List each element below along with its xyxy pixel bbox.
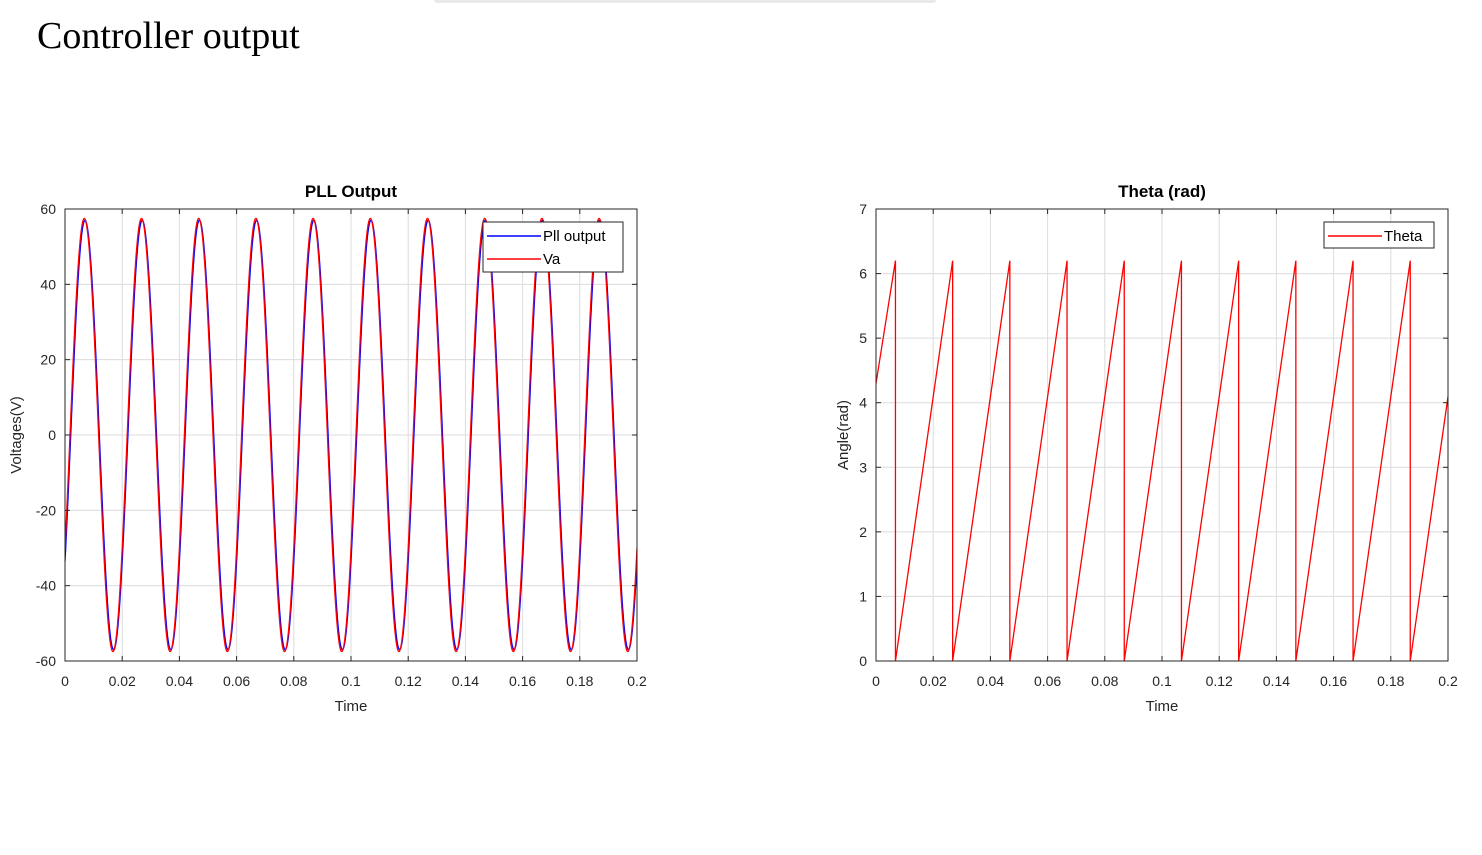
x-tick-label: 0.12: [1206, 673, 1233, 689]
y-tick-label: 3: [859, 459, 867, 475]
chart-title: PLL Output: [305, 182, 398, 201]
y-tick-label: 2: [859, 524, 867, 540]
x-tick-label: 0.14: [1263, 673, 1290, 689]
y-tick-label: 5: [859, 330, 867, 346]
x-tick-label: 0.12: [395, 673, 422, 689]
y-tick-label: 4: [859, 395, 867, 411]
series-line-va: [65, 217, 637, 653]
x-tick-label: 0.02: [109, 673, 136, 689]
page-heading: Controller output: [37, 15, 300, 57]
y-tick-label: 7: [859, 201, 867, 217]
top-scroll-bar: [434, 0, 936, 3]
x-tick-label: 0.16: [1320, 673, 1347, 689]
x-tick-label: 0: [872, 673, 880, 689]
x-tick-label: 0.18: [566, 673, 593, 689]
x-tick-label: 0.08: [280, 673, 307, 689]
y-tick-label: -60: [36, 653, 56, 669]
legend-box: [482, 221, 624, 273]
x-tick-label: 0.1: [341, 673, 361, 689]
legend-box: [1323, 221, 1435, 249]
legend-entry: Theta: [1384, 228, 1423, 245]
x-tick-label: 0.18: [1377, 673, 1404, 689]
y-tick-label: 20: [40, 352, 56, 368]
y-tick-label: -20: [36, 502, 56, 518]
x-tick-label: 0.04: [166, 673, 193, 689]
y-axis-label: Angle(rad): [835, 400, 852, 470]
y-tick-label: 60: [40, 201, 56, 217]
x-axis-label: Time: [1146, 698, 1179, 715]
x-tick-label: 0.2: [1438, 673, 1458, 689]
x-tick-label: 0.2: [627, 673, 647, 689]
x-axis-label: Time: [335, 698, 368, 715]
legend-entry: Va: [543, 251, 561, 268]
y-tick-label: 40: [40, 276, 56, 292]
chart-2: 0 0.02 0.04 0.06 0.08 0.1 0.12 0.14 0.16 0.18 0.2 0…: [835, 182, 1458, 715]
x-tick-label: 0.14: [452, 673, 479, 689]
y-tick-label: 6: [859, 266, 867, 282]
legend-entry: Pll output: [543, 228, 606, 245]
y-tick-label: 0: [859, 653, 867, 669]
x-tick-label: 0.04: [977, 673, 1004, 689]
x-tick-label: 0.06: [223, 673, 250, 689]
y-tick-label: -40: [36, 578, 56, 594]
x-tick-label: 0.08: [1091, 673, 1118, 689]
series-line-theta: [876, 260, 1448, 661]
x-tick-label: 0.02: [920, 673, 947, 689]
chart-title: Theta (rad): [1118, 182, 1206, 201]
x-tick-label: 0.1: [1152, 673, 1172, 689]
legend: Pll output Va: [482, 221, 624, 273]
x-tick-label: 0.06: [1034, 673, 1061, 689]
y-tick-label: 0: [48, 427, 56, 443]
y-axis-label: Voltages(V): [8, 396, 25, 474]
legend: Theta: [1323, 221, 1435, 249]
y-tick-label: 1: [859, 588, 867, 604]
x-tick-label: 0.16: [509, 673, 536, 689]
x-tick-label: 0: [61, 673, 69, 689]
chart-1: 0 0.02 0.04 0.06 0.08 0.1 0.12 0.14 0.16 0.18 0.2 -…: [8, 182, 647, 715]
